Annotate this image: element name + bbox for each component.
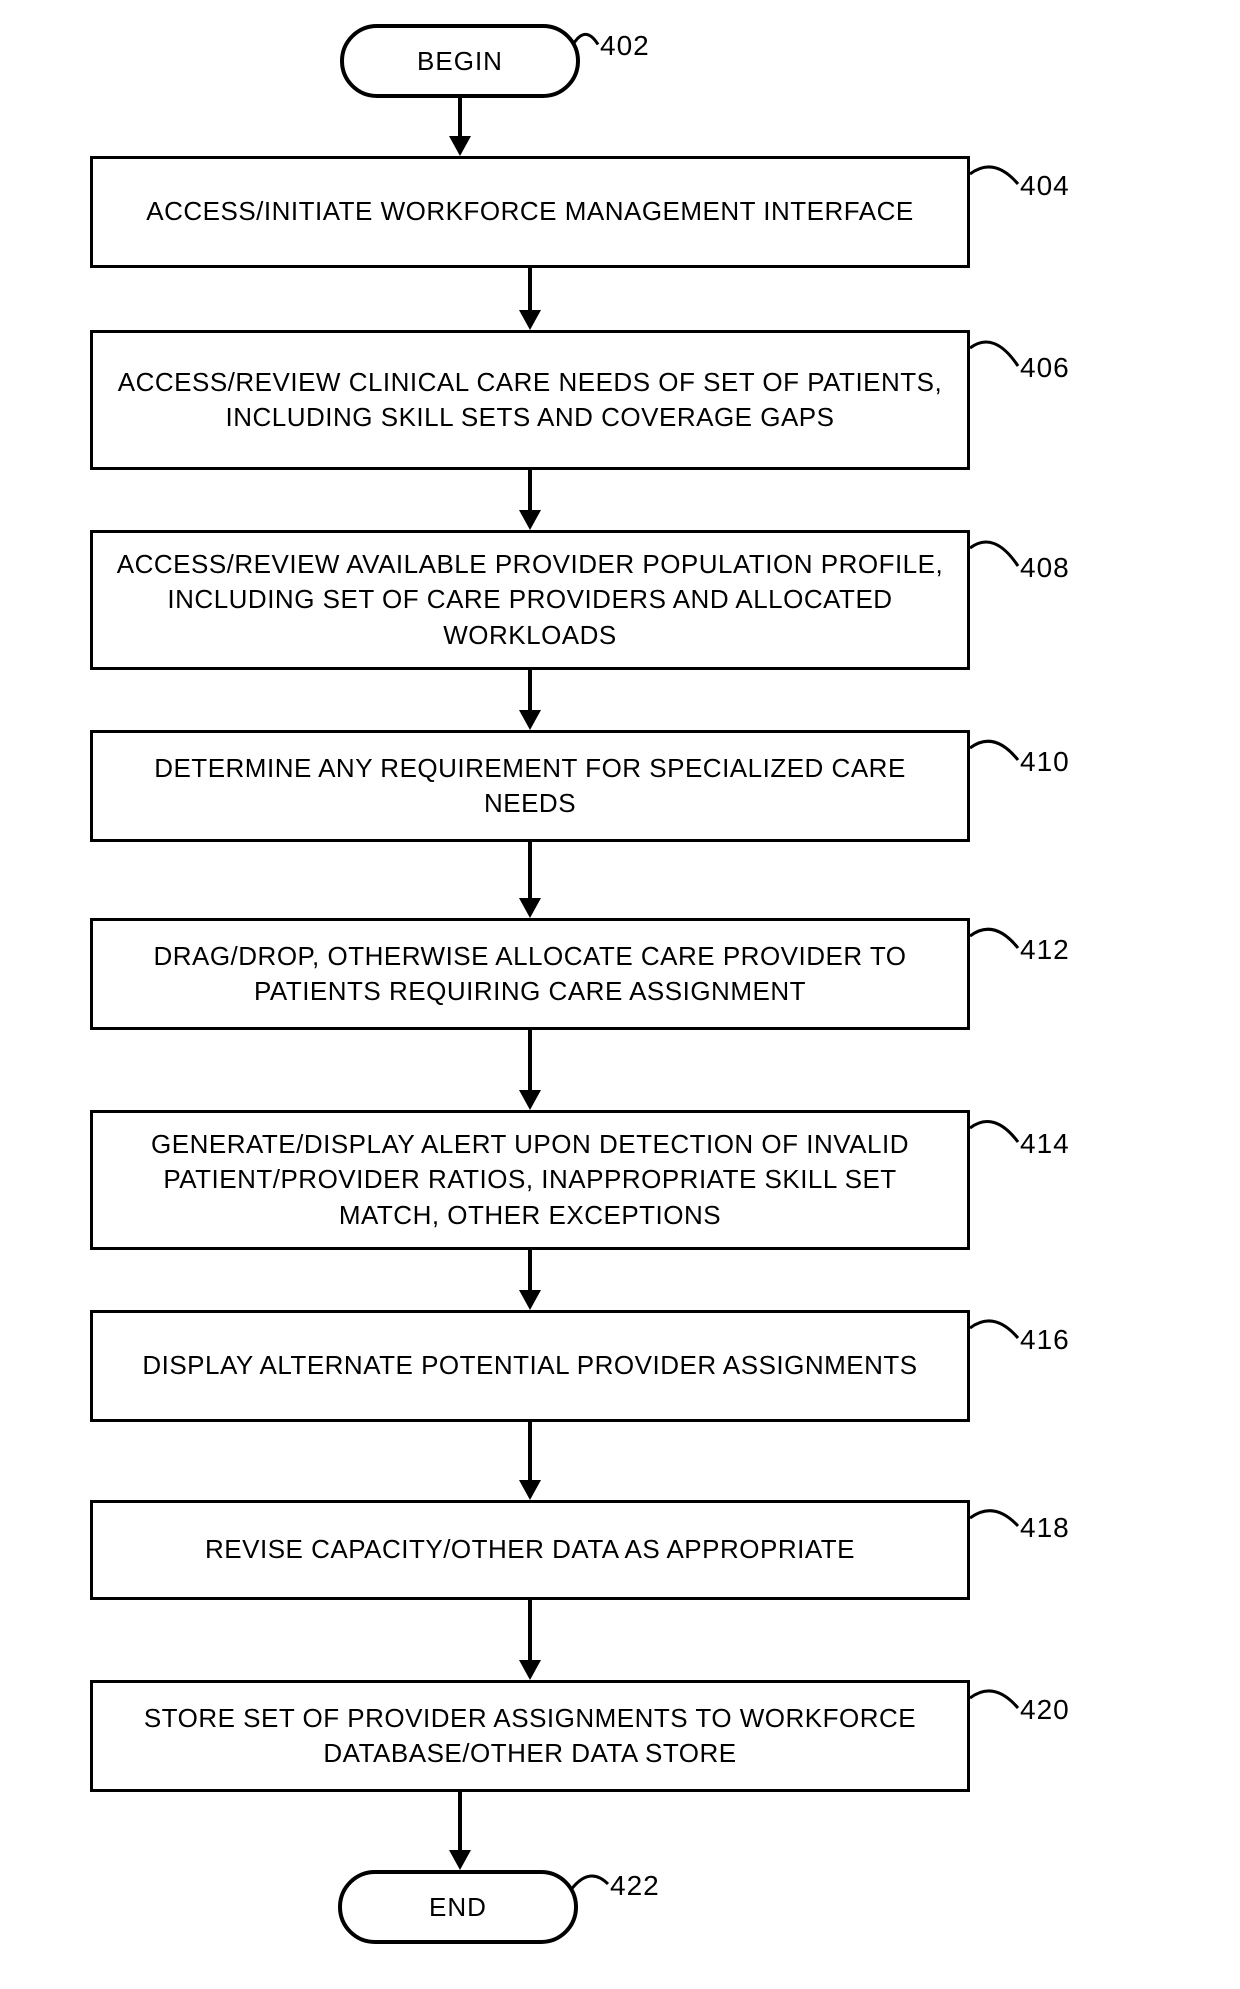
edge-arrowhead [519,510,541,530]
flow-node-text: STORE SET OF PROVIDER ASSIGNMENTS TO WOR… [113,1701,947,1771]
flow-node-418: REVISE CAPACITY/OTHER DATA AS APPROPRIAT… [90,1500,970,1600]
flowchart-canvas: BEGIN 402 ACCESS/INITIATE WORKFORCE MANAGE… [0,0,1240,1989]
callout-412 [966,912,1022,972]
edge-line [528,1422,532,1482]
callout-404 [966,150,1022,208]
ref-label-416: 416 [1020,1324,1070,1356]
ref-label-422: 422 [610,1870,660,1902]
callout-420 [966,1674,1022,1732]
callout-406 [966,324,1022,390]
edge-line [528,268,532,312]
flow-node-text: ACCESS/REVIEW AVAILABLE PROVIDER POPULAT… [113,547,947,652]
flow-node-text: REVISE CAPACITY/OTHER DATA AS APPROPRIAT… [205,1532,855,1567]
edge-arrowhead [519,1090,541,1110]
edge-line [528,670,532,712]
flow-node-text: DISPLAY ALTERNATE POTENTIAL PROVIDER ASS… [142,1348,917,1383]
edge-line [528,1250,532,1292]
callout-414 [966,1104,1022,1166]
flow-node-414: GENERATE/DISPLAY ALERT UPON DETECTION OF… [90,1110,970,1250]
flow-node-408: ACCESS/REVIEW AVAILABLE PROVIDER POPULAT… [90,530,970,670]
ref-label-408: 408 [1020,552,1070,584]
flow-node-422: END [338,1870,578,1944]
flow-node-text: ACCESS/INITIATE WORKFORCE MANAGEMENT INT… [146,194,913,229]
edge-arrowhead [449,136,471,156]
edge-arrowhead [519,898,541,918]
flow-node-text: ACCESS/REVIEW CLINICAL CARE NEEDS OF SET… [113,365,947,435]
ref-label-406: 406 [1020,352,1070,384]
callout-408 [966,524,1022,590]
flow-node-text: DETERMINE ANY REQUIREMENT FOR SPECIALIZE… [113,751,947,821]
flow-node-404: ACCESS/INITIATE WORKFORCE MANAGEMENT INT… [90,156,970,268]
edge-arrowhead [449,1850,471,1870]
callout-410 [966,724,1022,784]
flow-node-402: BEGIN [340,24,580,98]
callout-418 [966,1494,1022,1550]
ref-label-414: 414 [1020,1128,1070,1160]
edge-arrowhead [519,1480,541,1500]
flow-node-text: GENERATE/DISPLAY ALERT UPON DETECTION OF… [113,1127,947,1232]
flow-node-text: BEGIN [417,46,503,77]
flow-node-412: DRAG/DROP, OTHERWISE ALLOCATE CARE PROVI… [90,918,970,1030]
ref-label-404: 404 [1020,170,1070,202]
ref-label-412: 412 [1020,934,1070,966]
edge-arrowhead [519,710,541,730]
flow-node-420: STORE SET OF PROVIDER ASSIGNMENTS TO WOR… [90,1680,970,1792]
flow-node-text: END [429,1892,487,1923]
flow-node-416: DISPLAY ALTERNATE POTENTIAL PROVIDER ASS… [90,1310,970,1422]
edge-arrowhead [519,1290,541,1310]
edge-arrowhead [519,1660,541,1680]
ref-label-420: 420 [1020,1694,1070,1726]
flow-node-410: DETERMINE ANY REQUIREMENT FOR SPECIALIZE… [90,730,970,842]
edge-line [458,1792,462,1852]
edge-line [458,98,462,138]
edge-line [528,1030,532,1092]
edge-line [528,1600,532,1662]
edge-line [528,842,532,900]
edge-line [528,470,532,512]
ref-label-402: 402 [600,30,650,62]
flow-node-406: ACCESS/REVIEW CLINICAL CARE NEEDS OF SET… [90,330,970,470]
callout-416 [966,1304,1022,1362]
ref-label-410: 410 [1020,746,1070,778]
ref-label-418: 418 [1020,1512,1070,1544]
edge-arrowhead [519,310,541,330]
flow-node-text: DRAG/DROP, OTHERWISE ALLOCATE CARE PROVI… [113,939,947,1009]
